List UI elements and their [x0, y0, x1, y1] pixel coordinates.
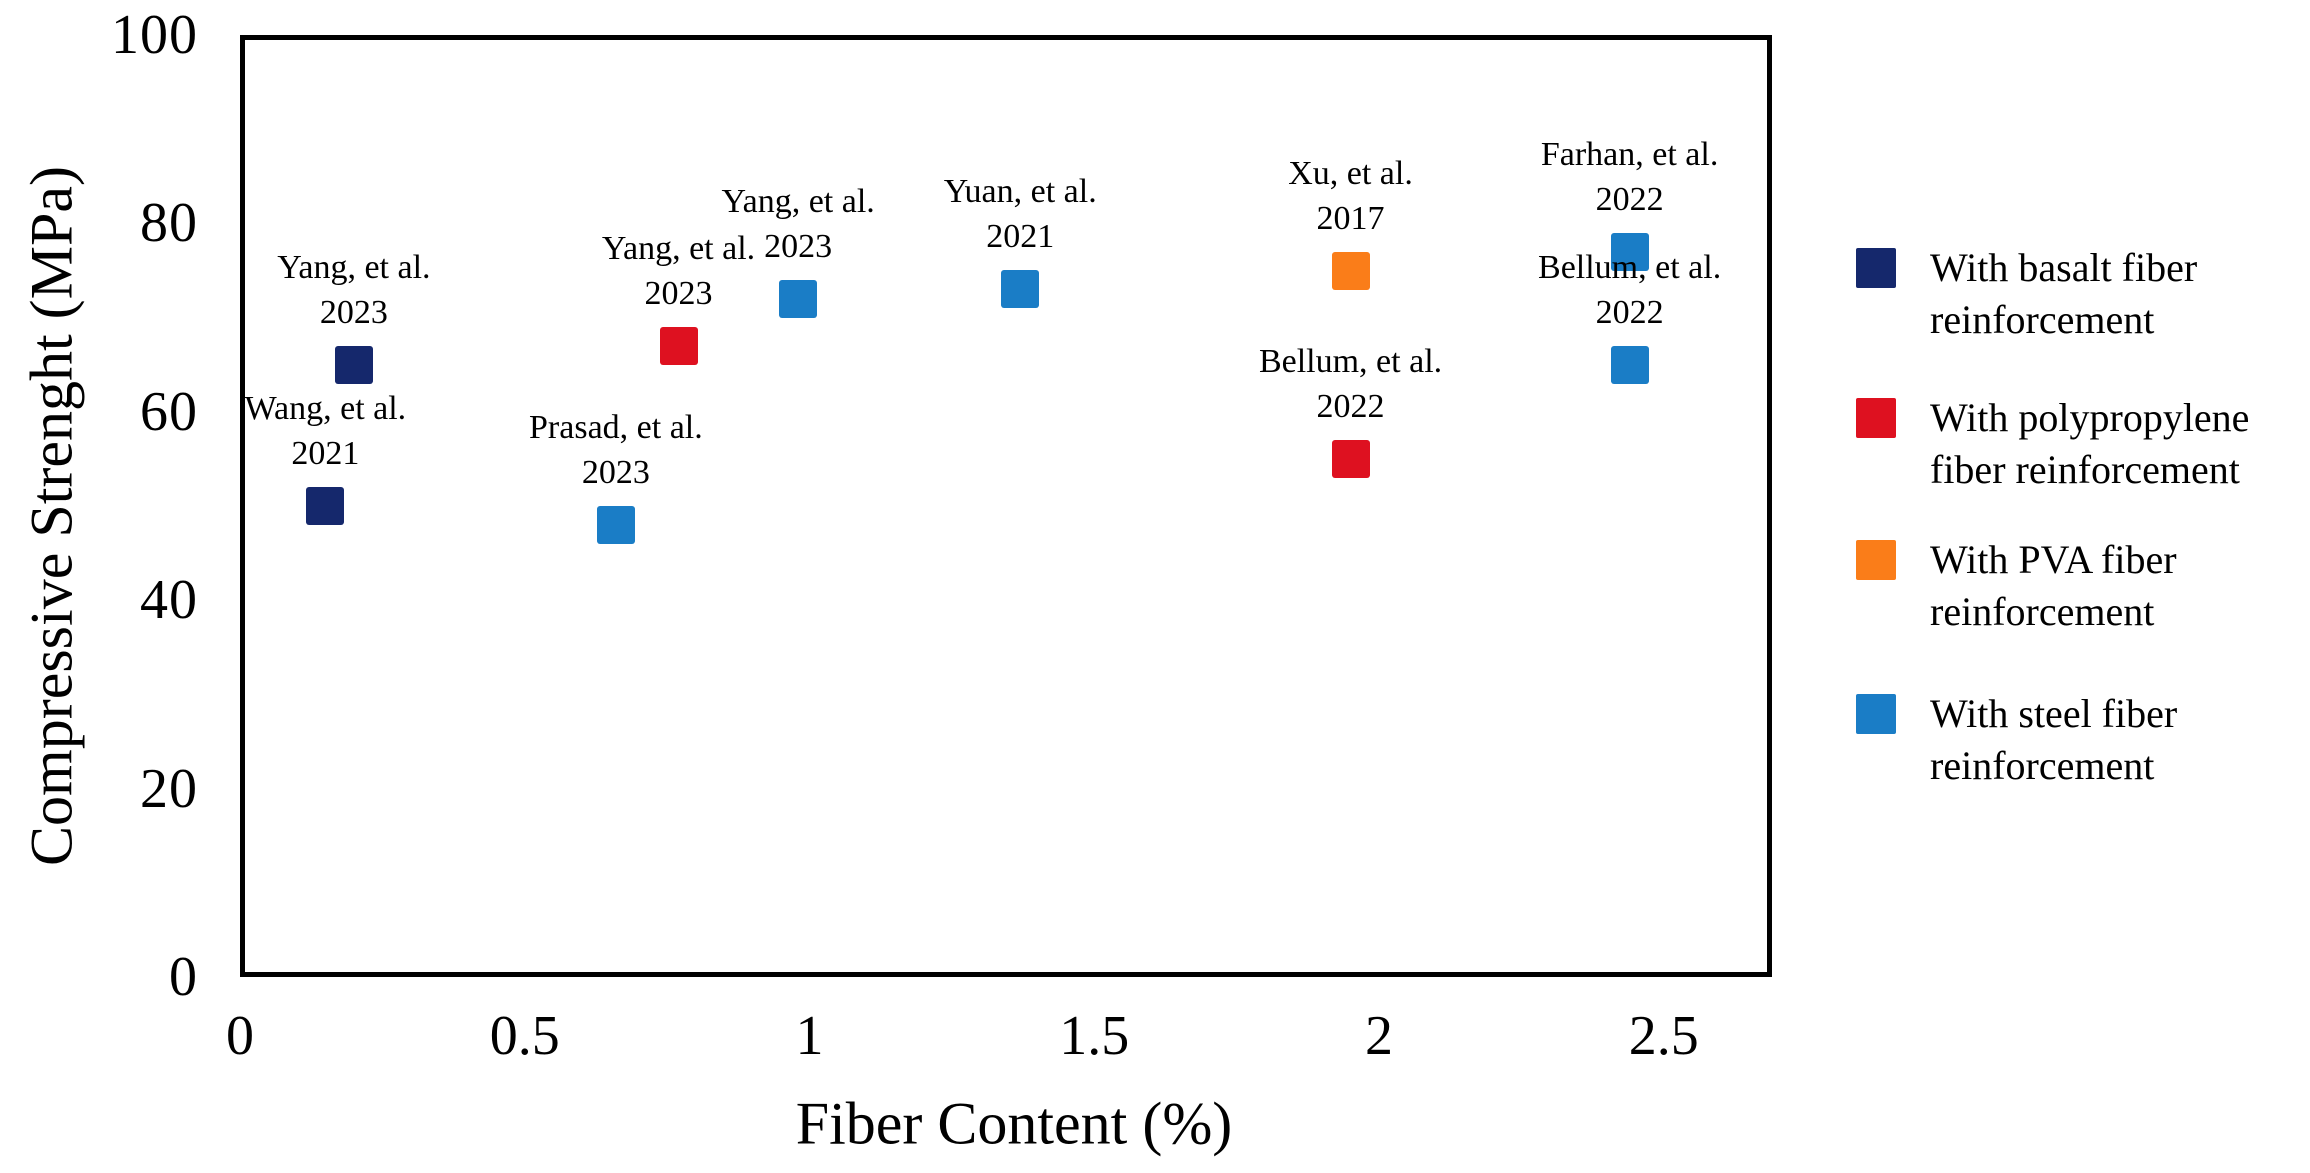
data-point-marker — [659, 326, 698, 365]
x-tick-label: 2 — [1365, 1005, 1394, 1067]
data-point-label: Farhan, et al. 2022 — [1460, 132, 1800, 222]
y-tick-label: 100 — [111, 4, 198, 66]
data-point-label-author: Yang, et al. — [721, 182, 875, 220]
legend-label-line: With basalt fiber — [1930, 245, 2198, 290]
data-point-label-author: Yang, et al. — [277, 248, 431, 286]
y-tick-label: 80 — [140, 192, 198, 255]
data-point-marker — [306, 487, 345, 525]
data-point-label-year: 2023 — [644, 274, 713, 312]
data-point-label-author: Xu, et al. — [1288, 154, 1413, 192]
data-point-label-author: Farhan, et al. — [1540, 135, 1719, 173]
legend-swatch-icon — [1856, 248, 1896, 288]
data-point-label: Wang, et al. 2021 — [155, 386, 495, 476]
legend-label-line: With steel fiber — [1930, 691, 2178, 736]
y-tick-label: 20 — [140, 757, 198, 820]
legend-label-line: reinforcement — [1930, 589, 2155, 634]
data-point-label-author: Yang, et al. — [601, 229, 756, 267]
x-tick-label: 0 — [226, 1005, 254, 1067]
y-tick-label: 0 — [169, 946, 198, 1008]
data-point-label-author: Yuan, et al. — [943, 173, 1097, 211]
data-point-marker — [1331, 251, 1370, 290]
data-point-label-year: 2023 — [581, 453, 650, 491]
legend-swatch-icon — [1856, 540, 1896, 580]
data-point-marker — [334, 345, 373, 384]
legend-label-line: With polypropylene — [1930, 395, 2250, 440]
data-point-marker — [1001, 270, 1040, 309]
x-tick-label: 1 — [795, 1005, 824, 1067]
data-point-label-year: 2023 — [319, 293, 388, 331]
legend-label-line: With PVA fiber — [1930, 537, 2177, 582]
x-tick-label: 2.5 — [1628, 1005, 1699, 1067]
data-point-label-author: Prasad, et al. — [529, 408, 703, 446]
data-point-label-year: 2022 — [1316, 387, 1385, 425]
data-point-label: Xu, et al. 2017 — [1181, 151, 1521, 241]
legend-label-line: fiber reinforcement — [1930, 447, 2240, 492]
legend-label: With steel fiber reinforcement — [1930, 688, 2310, 792]
legend-label-line: reinforcement — [1930, 743, 2155, 788]
data-point-label-year: 2022 — [1595, 293, 1664, 331]
data-point-label: Yang, et al. 2023 — [628, 179, 968, 269]
data-point-label: Yuan, et al. 2021 — [850, 169, 1190, 259]
y-tick-label: 40 — [140, 569, 198, 632]
legend-label: With PVA fiber reinforcement — [1930, 534, 2310, 638]
data-point-label-year: 2023 — [764, 227, 833, 265]
x-tick-label: 0.5 — [489, 1005, 560, 1067]
data-point-label: Yang, et al. 2023 — [509, 226, 849, 316]
data-point-label-year: 2021 — [291, 435, 360, 472]
data-point-label-year: 2022 — [1595, 180, 1664, 218]
data-point-marker — [596, 505, 635, 544]
data-point-label: Yang, et al. 2023 — [184, 245, 524, 335]
legend-entry: With basalt fiber reinforcement — [1856, 242, 2296, 352]
legend-entry: With steel fiber reinforcement — [1856, 688, 2296, 798]
data-point-label-author: Bellum, et al. — [1258, 342, 1443, 380]
legend-label-line: reinforcement — [1930, 297, 2155, 342]
data-point-label-author: Bellum, et al. — [1538, 248, 1722, 286]
legend-label: With basalt fiber reinforcement — [1930, 242, 2310, 346]
x-axis-title: Fiber Content (%) — [795, 1090, 1233, 1157]
x-tick-label: 1.5 — [1059, 1005, 1130, 1067]
data-point-marker — [1610, 232, 1649, 271]
data-point-marker — [779, 279, 818, 318]
legend-entry: With polypropylene fiber reinforcement — [1856, 392, 2296, 502]
data-point-label-year: 2017 — [1316, 199, 1385, 237]
data-point-label-year: 2021 — [986, 218, 1055, 256]
data-point-label-author: Wang, et al. — [244, 390, 407, 427]
legend-swatch-icon — [1856, 694, 1896, 734]
legend-entry: With PVA fiber reinforcement — [1856, 534, 2296, 644]
data-point-label: Bellum, et al. 2022 — [1460, 245, 1800, 335]
legend-swatch-icon — [1856, 398, 1896, 438]
data-point-marker — [1331, 439, 1370, 478]
y-tick-label: 60 — [140, 380, 198, 443]
data-point-marker — [1610, 345, 1649, 384]
data-point-label: Bellum, et al. 2022 — [1181, 339, 1521, 429]
plot-area — [240, 35, 1772, 977]
data-point-label: Prasad, et al. 2023 — [446, 405, 786, 495]
legend-label: With polypropylene fiber reinforcement — [1930, 392, 2310, 496]
